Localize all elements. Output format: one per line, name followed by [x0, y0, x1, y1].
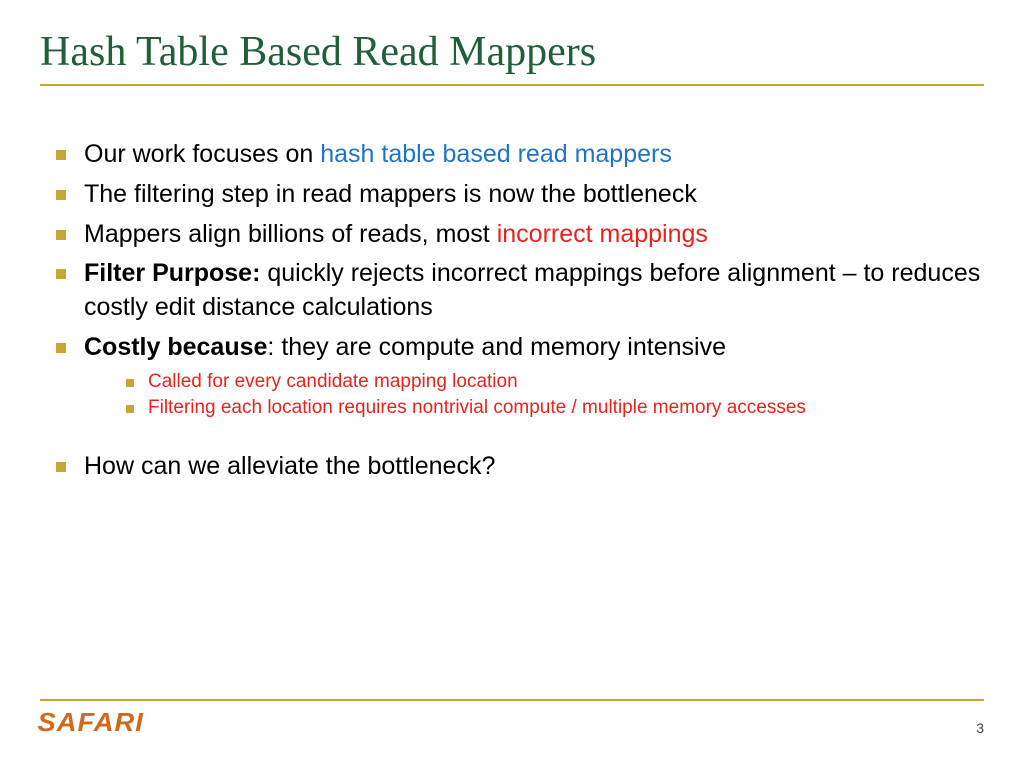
bullet-text: Mappers align billions of reads, most [84, 220, 497, 248]
sub-bullet-item: Called for every candidate mapping locat… [126, 369, 984, 396]
bullet-text: Our work focuses on [84, 140, 320, 168]
footer: SAFARI 3 [40, 699, 984, 738]
slide-title: Hash Table Based Read Mappers [40, 28, 984, 76]
bullet-text: The filtering step in read mappers is no… [84, 180, 697, 208]
bullet-bold: Filter Purpose: [84, 259, 260, 287]
page-number: 3 [976, 720, 984, 736]
bullet-highlight-blue: hash table based read mappers [320, 140, 672, 168]
bullet-item: Filter Purpose: quickly rejects incorrec… [56, 257, 984, 325]
bullet-item: How can we alleviate the bottleneck? [56, 450, 984, 484]
bullet-item: Costly because: they are compute and mem… [56, 331, 984, 422]
bullet-highlight-purple: How can we alleviate the bottleneck? [84, 452, 495, 480]
sub-bullet-item: Filtering each location requires nontriv… [126, 395, 984, 422]
bullet-bold: Costly because [84, 333, 267, 361]
sub-bullet-list: Called for every candidate mapping locat… [84, 369, 984, 422]
bullet-text: : they are compute and memory intensive [267, 333, 726, 361]
logo: SAFARI [37, 707, 143, 738]
bullet-item: The filtering step in read mappers is no… [56, 178, 984, 212]
title-rule [40, 84, 984, 86]
bullet-highlight-red: incorrect mappings [497, 220, 708, 248]
bullet-item: Our work focuses on hash table based rea… [56, 138, 984, 172]
footer-rule [40, 699, 984, 701]
bullet-item: Mappers align billions of reads, most in… [56, 218, 984, 252]
bullet-list: Our work focuses on hash table based rea… [40, 138, 984, 483]
slide: Hash Table Based Read Mappers Our work f… [0, 0, 1024, 768]
